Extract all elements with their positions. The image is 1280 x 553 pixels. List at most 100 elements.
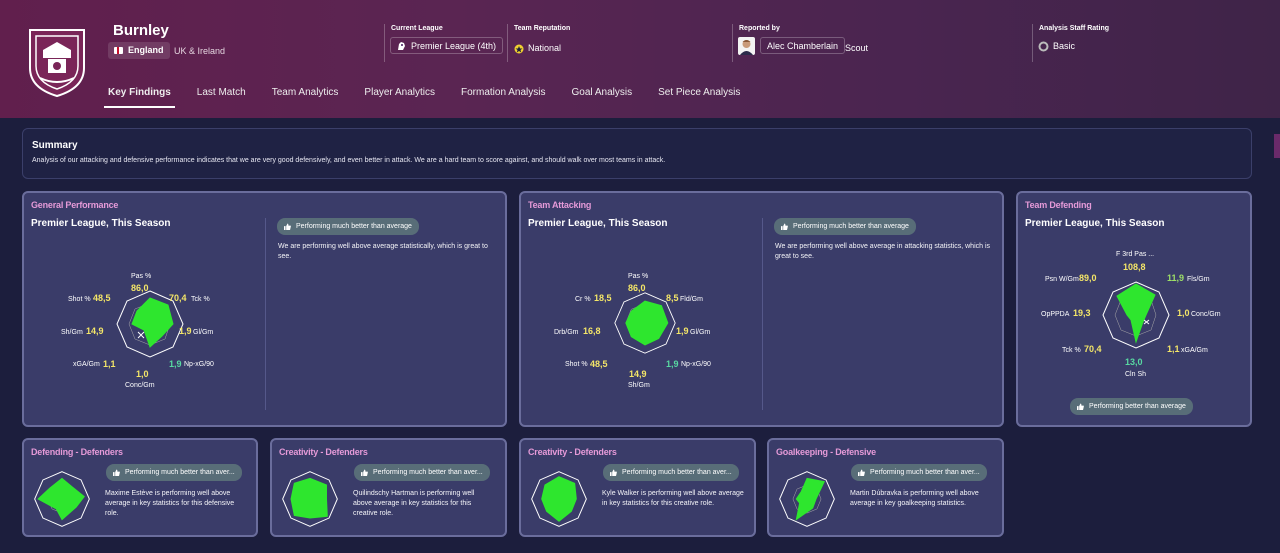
card-subtitle: Premier League, This Season [1025,218,1165,229]
card-subtitle: Premier League, This Season [528,218,668,229]
performance-badge: Performing much better than aver... [354,464,490,481]
badge-text: Performing better than average [1089,403,1186,410]
card-title: Team Attacking [528,200,592,210]
analysis-tabs: Key Findings Last Match Team Analytics P… [104,86,762,108]
player-card-creativity-2[interactable]: Creativity - Defenders Performing much b… [519,438,756,537]
radar-label: Sh/Gm [61,329,83,336]
thumbs-up-icon [858,469,865,476]
card-description: Maxime Estève is performing well above a… [105,490,235,517]
radar-value: 14,9 [629,369,647,379]
nation-badge[interactable]: England [108,42,170,59]
badge-text: Performing much better than aver... [870,469,980,476]
analysis-rating-section: Analysis Staff Rating [1032,24,1212,62]
performance-badge: Performing much better than average [774,218,916,235]
radar-label: Sh/Gm [628,382,650,389]
reputation-star-icon [514,44,524,54]
radar-value: 1,9 [169,359,182,369]
radar-label: xGA/Gm [1181,347,1208,354]
player-card-creativity-1[interactable]: Creativity - Defenders Performing much b… [270,438,507,537]
thumbs-up-icon [361,469,368,476]
radar-label: Fls/Gm [1187,276,1210,283]
player-card-defending[interactable]: Defending - Defenders Performing much be… [22,438,258,537]
player-radar-chart [34,471,90,527]
card-title: General Performance [31,200,119,210]
tab-last-match[interactable]: Last Match [196,87,246,98]
radar-label: Pas % [131,273,152,280]
radar-label: Tck % [191,296,210,303]
player-card-goalkeeping[interactable]: Goalkeeping - Defensive Performing much … [767,438,1004,537]
side-panel-handle[interactable] [1274,134,1280,158]
team-attacking-card[interactable]: Team Attacking Premier League, This Seas… [519,191,1004,427]
analysis-rating-label: Analysis Staff Rating [1039,25,1110,32]
tab-goal-analysis[interactable]: Goal Analysis [571,87,633,98]
team-reputation-value: National [528,43,562,53]
current-league-section: Current League [384,24,504,62]
reported-by-section: Reported by [732,24,1012,62]
radar-value: 1,0 [1177,308,1190,318]
performance-badge: Performing much better than average [277,218,419,235]
radar-label: Psn W/Gm [1045,276,1079,283]
radar-value: 89,0 [1079,273,1097,283]
card-subtitle: Premier League, This Season [31,218,171,229]
radar-label: Gl/Gm [193,329,214,336]
badge-text: Performing much better than aver... [622,469,732,476]
performance-badge: Performing much better than aver... [851,464,987,481]
radar-value: 1,9 [676,326,689,336]
radar-value: 86,0 [131,283,149,293]
tab-key-findings[interactable]: Key Findings [104,86,175,108]
badge-text: Performing much better than aver... [125,469,235,476]
premier-league-logo-icon [398,42,405,50]
analysis-rating-value: Basic [1053,41,1076,51]
team-defending-card[interactable]: Team Defending Premier League, This Seas… [1016,191,1252,427]
player-radar-chart [282,471,338,527]
radar-value: 16,8 [583,326,601,336]
general-radar-chart [116,290,184,358]
radar-label: Np-xG/90 [184,361,214,368]
radar-value: 48,5 [590,359,608,369]
radar-value: 1,1 [103,359,116,369]
radar-label: Shot % [565,361,588,368]
card-title: Team Defending [1025,200,1092,210]
card-description: We are performing well above average sta… [278,243,488,260]
current-league-button[interactable]: Premier League (4th) [390,37,504,54]
radar-value: 11,9 [1167,273,1185,283]
club-header: Burnley England UK & Ireland Current Lea… [0,0,1280,118]
reported-by-label: Reported by [739,25,780,32]
radar-value: 14,9 [86,326,104,336]
card-title: Goalkeeping - Defensive [776,447,876,457]
summary-title: Summary [32,140,78,151]
tab-player-analytics[interactable]: Player Analytics [364,87,436,98]
radar-label: Conc/Gm [125,382,155,389]
card-description: Kyle Walker is performing well above ave… [602,490,744,507]
radar-label: OpPPDA [1041,311,1070,318]
radar-value: 48,5 [93,293,111,303]
radar-value: 13,0 [1125,357,1143,367]
player-radar-chart [779,471,835,527]
region-label: UK & Ireland [174,46,226,56]
tab-set-piece-analysis[interactable]: Set Piece Analysis [658,87,741,98]
radar-value: 1,9 [666,359,679,369]
rating-ring-icon [1038,41,1049,52]
radar-value: 8,5 [666,293,679,303]
performance-badge: Performing much better than aver... [106,464,242,481]
radar-label: Pas % [628,273,649,280]
performance-badge: Performing better than average [1070,398,1193,415]
radar-value: 70,4 [169,293,187,303]
radar-label: xGA/Gm [73,361,100,368]
attacking-radar-chart [614,292,676,354]
card-title: Defending - Defenders [31,447,123,457]
scout-avatar[interactable] [738,37,755,55]
badge-text: Performing much better than aver... [373,469,483,476]
radar-label: Cln Sh [1125,371,1147,378]
team-reputation-label: Team Reputation [514,25,571,32]
scout-name-button[interactable]: Alec Chamberlain [760,37,846,54]
general-performance-card[interactable]: General Performance Premier League, This… [22,191,507,427]
badge-text: Performing much better than average [793,223,909,230]
thumbs-up-icon [781,223,788,230]
radar-value: 86,0 [628,283,646,293]
thumbs-up-icon [1077,403,1084,410]
tab-formation-analysis[interactable]: Formation Analysis [461,87,546,98]
card-description: Quilindschy Hartman is performing well a… [353,490,475,517]
radar-label: Tck % [1062,347,1081,354]
tab-team-analytics[interactable]: Team Analytics [271,87,339,98]
